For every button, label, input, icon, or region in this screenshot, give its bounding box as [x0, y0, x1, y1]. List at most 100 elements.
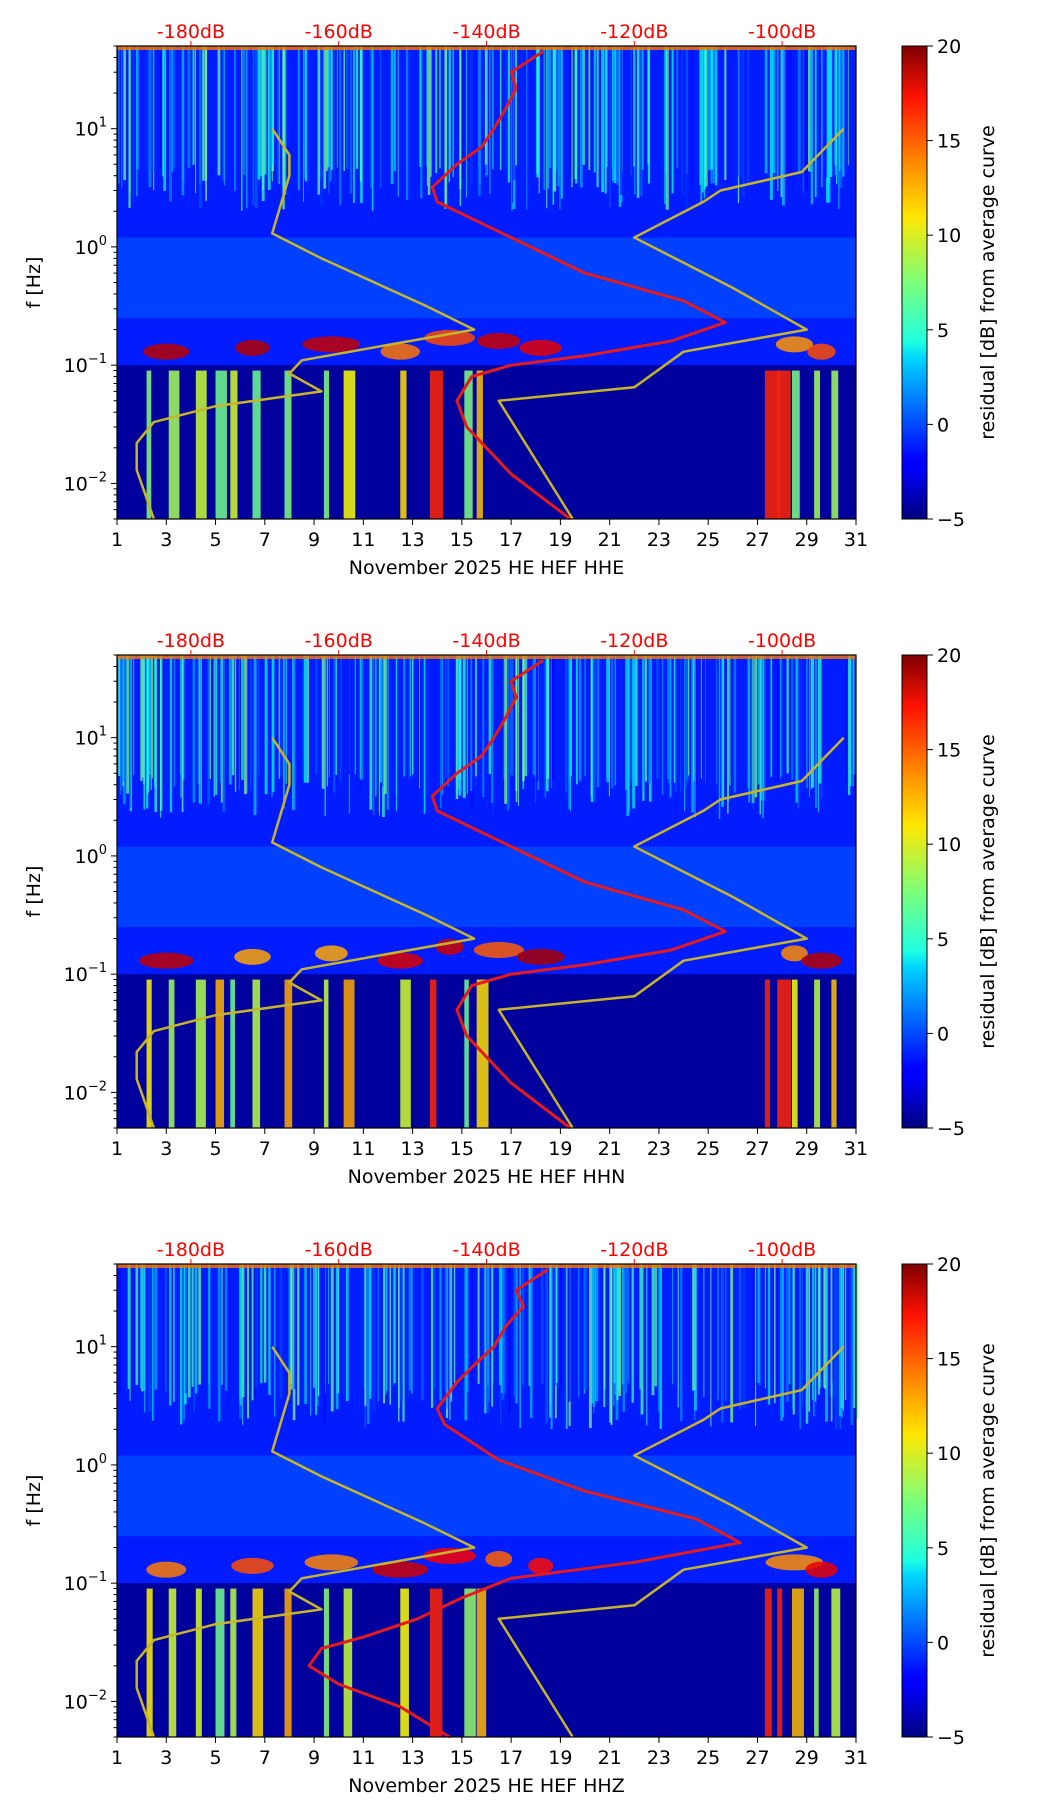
spectrogram-stripe — [792, 46, 794, 194]
spectrogram-stripe — [661, 655, 664, 795]
microseism-blob — [519, 339, 562, 356]
spectrogram-stripe — [433, 655, 437, 787]
spectrogram-stripe — [279, 655, 283, 777]
spectrogram-stripe — [492, 46, 494, 170]
spectrogram-stripe — [680, 655, 682, 793]
spectrogram-stripe — [118, 46, 120, 184]
spectrogram-stripe — [381, 655, 384, 788]
spectrogram-stripe — [616, 1264, 619, 1401]
spectrogram-stripe — [487, 1264, 490, 1402]
spectrogram-stripe — [596, 655, 600, 788]
microseism-blob — [302, 336, 361, 353]
spectrogram-stripe — [397, 46, 399, 197]
spectrogram-stripe — [411, 1264, 413, 1394]
spectrogram-stripe — [434, 1264, 436, 1390]
spectrogram-stripe — [455, 655, 459, 799]
spectrogram-stripe — [378, 655, 380, 812]
spectrogram-stripe — [352, 46, 355, 203]
spectrogram-stripe — [763, 655, 766, 801]
x-tick-label: 11 — [351, 1747, 375, 1769]
spectrogram-stripe — [608, 655, 611, 797]
spectrogram-stripe — [809, 655, 810, 797]
spectrogram-mid-band — [117, 846, 856, 928]
spectrogram-stripe — [386, 1264, 388, 1391]
spectrogram-stripe — [440, 655, 442, 809]
spectrogram-stripe — [844, 1264, 847, 1401]
spectrogram-stripe — [833, 1264, 836, 1409]
spectrogram-stripe — [390, 46, 394, 184]
spectrogram-stripe — [217, 1264, 221, 1422]
spectrogram-stripe — [575, 46, 578, 184]
spectrogram-stripe — [800, 655, 803, 793]
spectrogram-stripe — [279, 1264, 283, 1399]
spectrogram-stripe — [567, 1264, 571, 1402]
spectrogram-stripe — [222, 655, 225, 813]
colorbar: 20 15 10 5 0 −5 residual [dB] from average cur… — [901, 645, 999, 1140]
spectrogram-stripe — [303, 46, 304, 202]
spectrogram-stripe — [261, 46, 265, 202]
spectrogram-stripe — [750, 1264, 753, 1401]
spectrogram-stripe — [386, 655, 390, 810]
spectrogram-stripe — [371, 46, 374, 211]
spectrogram-stripe — [358, 1264, 362, 1402]
x-tick-label: 1 — [111, 1138, 123, 1160]
spectrogram-stripe — [289, 1264, 293, 1390]
spectrogram-stripe — [271, 46, 273, 166]
colorbar-gradient — [901, 1263, 928, 1738]
spectrogram-stripe — [254, 1264, 258, 1388]
spectrogram-stripe — [354, 655, 356, 775]
colorbar-gradient — [901, 45, 928, 520]
spectrogram-stripe — [205, 46, 207, 201]
spectrogram-stripe — [323, 46, 327, 189]
spectrogram-stripe — [141, 655, 144, 778]
spectrogram-stripe — [194, 1264, 198, 1394]
average-curve-line — [307, 1268, 742, 1739]
spectrogram-stripe — [215, 655, 218, 795]
spectrogram-stripe — [264, 46, 267, 175]
spectrogram-stripe — [566, 1264, 568, 1430]
spectrogram-stripe — [548, 46, 552, 168]
spectrogram-stripe — [445, 46, 448, 208]
spectrogram-stripe — [452, 46, 454, 178]
spectrogram-top-band — [117, 1264, 856, 1268]
spectrogram-stripe — [329, 46, 333, 171]
spectrogram-stripe — [631, 1264, 634, 1403]
colorbar-tick-label: 20 — [937, 645, 961, 667]
x-tick-label: 9 — [308, 529, 320, 551]
spectrogram-stripe — [554, 46, 557, 171]
spectrogram-stripe — [147, 655, 150, 793]
db-tick-label: -100dB — [748, 630, 816, 652]
spectrogram-stripe — [504, 655, 508, 804]
spectrogram-stripe — [609, 1264, 612, 1423]
spectrogram-stripe — [335, 655, 337, 775]
spectrogram-stripe — [730, 1264, 734, 1423]
spectrogram-stripe — [528, 1264, 531, 1386]
spectrogram-stripe — [723, 655, 725, 798]
spectrogram-stripe — [498, 1264, 502, 1386]
spectrogram-stripe — [811, 655, 815, 788]
spectrogram-stripe — [360, 655, 364, 780]
spectrogram-stripe — [695, 655, 697, 816]
spectrogram-stripe — [484, 1264, 487, 1414]
spectrogram-stripe — [154, 655, 157, 813]
colorbar-tick-label: 0 — [937, 414, 949, 436]
x-tick-label: 19 — [548, 1138, 572, 1160]
spectrogram-stripe — [180, 1264, 183, 1425]
spectrogram-stripe — [814, 1264, 817, 1402]
spectrogram-stripe — [241, 46, 243, 211]
spectrogram-stripe — [444, 1264, 448, 1391]
spectrogram-stripe — [220, 655, 223, 783]
y-tick-label: 10−1 — [64, 1570, 107, 1595]
spectrogram-stripe — [306, 655, 309, 783]
spectrogram-stripe — [444, 46, 447, 209]
spectrogram-burst — [168, 979, 175, 1128]
spectrogram-burst — [814, 979, 821, 1128]
spectrogram-burst — [252, 979, 261, 1128]
spectrogram-stripe — [557, 46, 560, 187]
spectrogram-stripe — [547, 46, 550, 189]
spectrogram-stripe — [260, 46, 262, 176]
spectrogram-stripe — [326, 46, 330, 168]
spectrogram-stripe — [448, 46, 451, 183]
spectrogram-stripe — [825, 1264, 828, 1422]
